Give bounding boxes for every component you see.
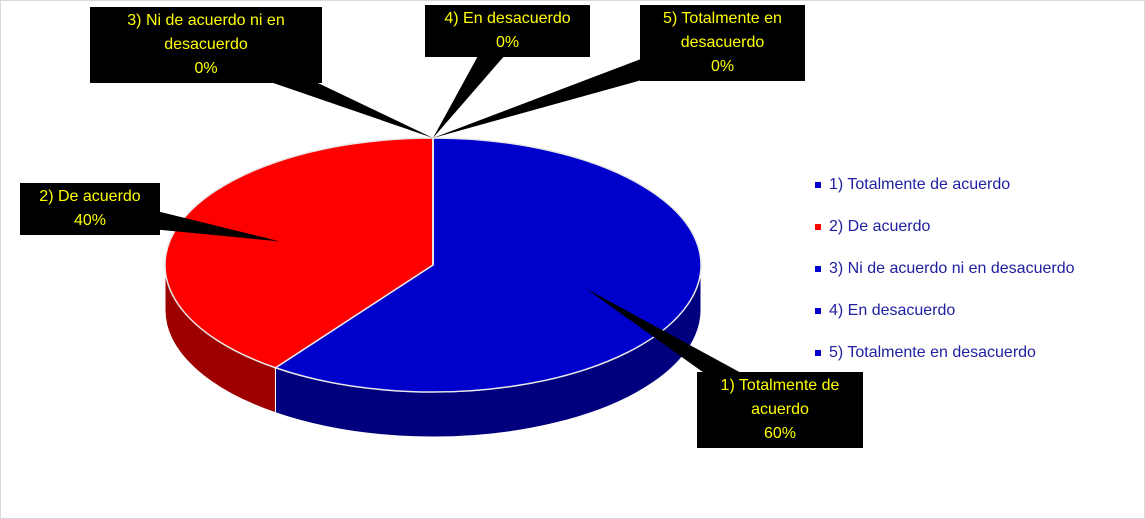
label-category: 3) Ni de acuerdo ni en desacuerdo [127, 12, 285, 53]
label-category: 5) Totalmente en desacuerdo [663, 10, 782, 51]
legend-marker [815, 224, 821, 230]
label-value: 0% [710, 58, 735, 75]
data-label: 4) En desacuerdo 0% [425, 5, 590, 57]
label-category: 2) De acuerdo [39, 188, 141, 205]
legend-label: 2) De acuerdo [829, 218, 930, 235]
slice [273, 137, 702, 393]
label-category: 4) En desacuerdo [444, 10, 571, 27]
label-value: 40% [73, 212, 107, 229]
legend-marker [815, 350, 821, 356]
data-label: 1) Totalmente de acuerdo 60% [697, 372, 863, 448]
data-label: 2) De acuerdo 40% [20, 183, 160, 235]
legend-label: 5) Totalmente en desacuerdo [829, 344, 1036, 361]
legend-label: 1) Totalmente de acuerdo [829, 176, 1010, 193]
label-value: 0% [495, 34, 520, 51]
label-value: 60% [763, 425, 797, 442]
data-label: 5) Totalmente en desacuerdo 0% [640, 5, 805, 81]
data-label: 3) Ni de acuerdo ni en desacuerdo 0% [90, 7, 322, 83]
legend-marker [815, 266, 821, 272]
legend-label: 4) En desacuerdo [829, 302, 955, 319]
legend-label: 3) Ni de acuerdo ni en desacuerdo [829, 260, 1075, 277]
legend-marker [815, 182, 821, 188]
label-value: 0% [194, 60, 218, 77]
label-category: 1) Totalmente de acuerdo [720, 377, 840, 418]
legend-marker [815, 308, 821, 314]
